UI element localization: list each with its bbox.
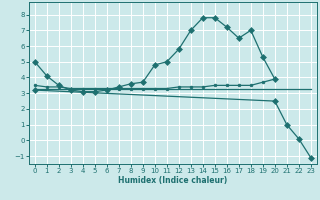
X-axis label: Humidex (Indice chaleur): Humidex (Indice chaleur) <box>118 176 228 185</box>
